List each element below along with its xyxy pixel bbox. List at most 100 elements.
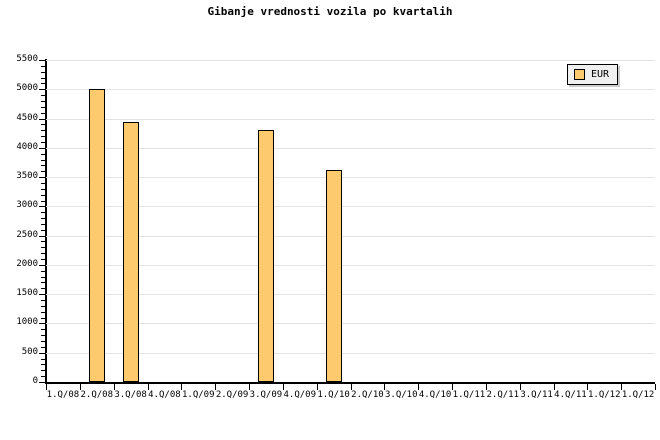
y-tick-minor <box>41 259 46 261</box>
y-tick-minor <box>41 253 46 255</box>
y-tick-minor <box>41 364 46 366</box>
y-tick-minor <box>41 282 46 284</box>
y-tick-minor <box>41 223 46 225</box>
gridline <box>46 323 655 325</box>
y-tick-minor <box>41 130 46 132</box>
gridline <box>46 118 655 120</box>
y-tick-minor <box>41 182 46 184</box>
chart-title: Gibanje vrednosti vozila po kvartalih <box>207 5 453 18</box>
y-tick-minor <box>41 136 46 138</box>
x-tick <box>554 384 555 390</box>
x-tick <box>283 384 284 390</box>
bar[interactable] <box>257 130 274 382</box>
y-tick-minor <box>41 212 46 214</box>
y-tick-minor <box>41 141 46 143</box>
bar[interactable] <box>122 122 139 382</box>
x-axis-tick-label: 1.Q/08 <box>46 390 80 400</box>
gridline <box>46 147 655 149</box>
gridline <box>46 206 655 208</box>
y-tick-major <box>39 147 46 149</box>
x-tick <box>215 384 216 390</box>
y-axis-tick-label: 5500 <box>16 54 38 64</box>
y-tick-major <box>39 206 46 208</box>
x-tick <box>114 384 115 390</box>
y-axis-line <box>45 59 47 384</box>
x-axis-tick-label: 1.Q/09 <box>181 390 215 400</box>
y-tick-minor <box>41 194 46 196</box>
y-axis-tick-label: 1500 <box>16 288 38 299</box>
legend-label-eur: EUR <box>591 69 610 80</box>
x-tick <box>655 384 656 390</box>
y-axis-tick-label: 4000 <box>16 141 38 152</box>
legend[interactable]: EUR <box>567 64 619 85</box>
y-tick-major <box>39 323 46 325</box>
y-tick-minor <box>41 276 46 278</box>
y-axis-labels: 0 500 1000 1500 2000 2500 3000 3500 4000 4500 5000… <box>0 0 38 440</box>
gridline <box>46 177 655 179</box>
y-axis-tick-label: 2500 <box>16 229 38 240</box>
y-tick-minor <box>41 83 46 85</box>
x-tick <box>181 384 182 390</box>
y-axis-tick-label: 1000 <box>16 317 38 328</box>
y-tick-minor <box>41 270 46 272</box>
x-tick <box>520 384 521 390</box>
y-tick-major <box>39 177 46 179</box>
y-tick-minor <box>41 71 46 73</box>
y-tick-minor <box>41 200 46 202</box>
gridline <box>46 352 655 354</box>
y-axis-tick-label: 0 <box>32 376 38 386</box>
y-tick-minor <box>41 335 46 337</box>
legend-swatch-eur <box>574 69 585 80</box>
y-tick-major <box>39 382 46 383</box>
y-tick-minor <box>41 288 46 290</box>
y-tick-major <box>39 352 46 354</box>
gridline <box>46 264 655 266</box>
y-tick-major <box>39 294 46 296</box>
y-tick-minor <box>41 247 46 249</box>
gridline <box>46 294 655 296</box>
y-tick-minor <box>41 218 46 220</box>
y-axis-tick-label: 500 <box>21 346 38 357</box>
y-tick-minor <box>41 165 46 167</box>
y-tick-major <box>39 89 46 91</box>
x-tick <box>351 384 352 390</box>
y-tick-minor <box>41 106 46 108</box>
y-axis-tick-label: 3500 <box>16 171 38 182</box>
x-axis-line <box>45 382 655 384</box>
x-tick <box>317 384 318 390</box>
y-tick-minor <box>41 153 46 155</box>
y-tick-major <box>39 235 46 237</box>
y-tick-minor <box>41 229 46 231</box>
x-axis-tick-label: 4.Q/10 <box>418 390 452 400</box>
x-axis-tick-label: 2.Q/10 <box>351 390 384 400</box>
x-tick <box>452 384 453 390</box>
y-tick-minor <box>41 358 46 360</box>
y-tick-major <box>39 118 46 120</box>
y-tick-minor <box>41 188 46 190</box>
x-axis-tick-label: 4.Q/08 <box>148 390 181 400</box>
y-tick-minor <box>41 65 46 67</box>
bar[interactable] <box>325 170 342 382</box>
y-tick-major <box>39 60 46 61</box>
y-tick-minor <box>41 241 46 243</box>
y-tick-minor <box>41 124 46 126</box>
y-axis-tick-label: 2000 <box>16 258 38 269</box>
x-axis-tick-label: 2.Q/09 <box>215 390 249 400</box>
x-axis-tick-label: 1.Q/11 <box>452 390 486 400</box>
x-axis-tick-label: 3.Q/11 <box>520 390 553 400</box>
x-tick <box>587 384 588 390</box>
x-tick <box>249 384 250 390</box>
x-tick <box>486 384 487 390</box>
x-axis-tick-label: 1.Q/10 <box>317 390 350 400</box>
y-tick-minor <box>41 171 46 173</box>
bar[interactable] <box>88 89 105 382</box>
y-tick-minor <box>41 95 46 97</box>
x-axis-tick-label: 2.Q/11 <box>486 390 520 400</box>
y-tick-minor <box>41 112 46 114</box>
y-tick-minor <box>41 376 46 378</box>
x-tick <box>384 384 385 390</box>
plot-area <box>46 60 655 382</box>
y-axis-tick-label: 4500 <box>16 112 38 123</box>
x-axis-tick-label: 4.Q/11 <box>554 390 587 400</box>
